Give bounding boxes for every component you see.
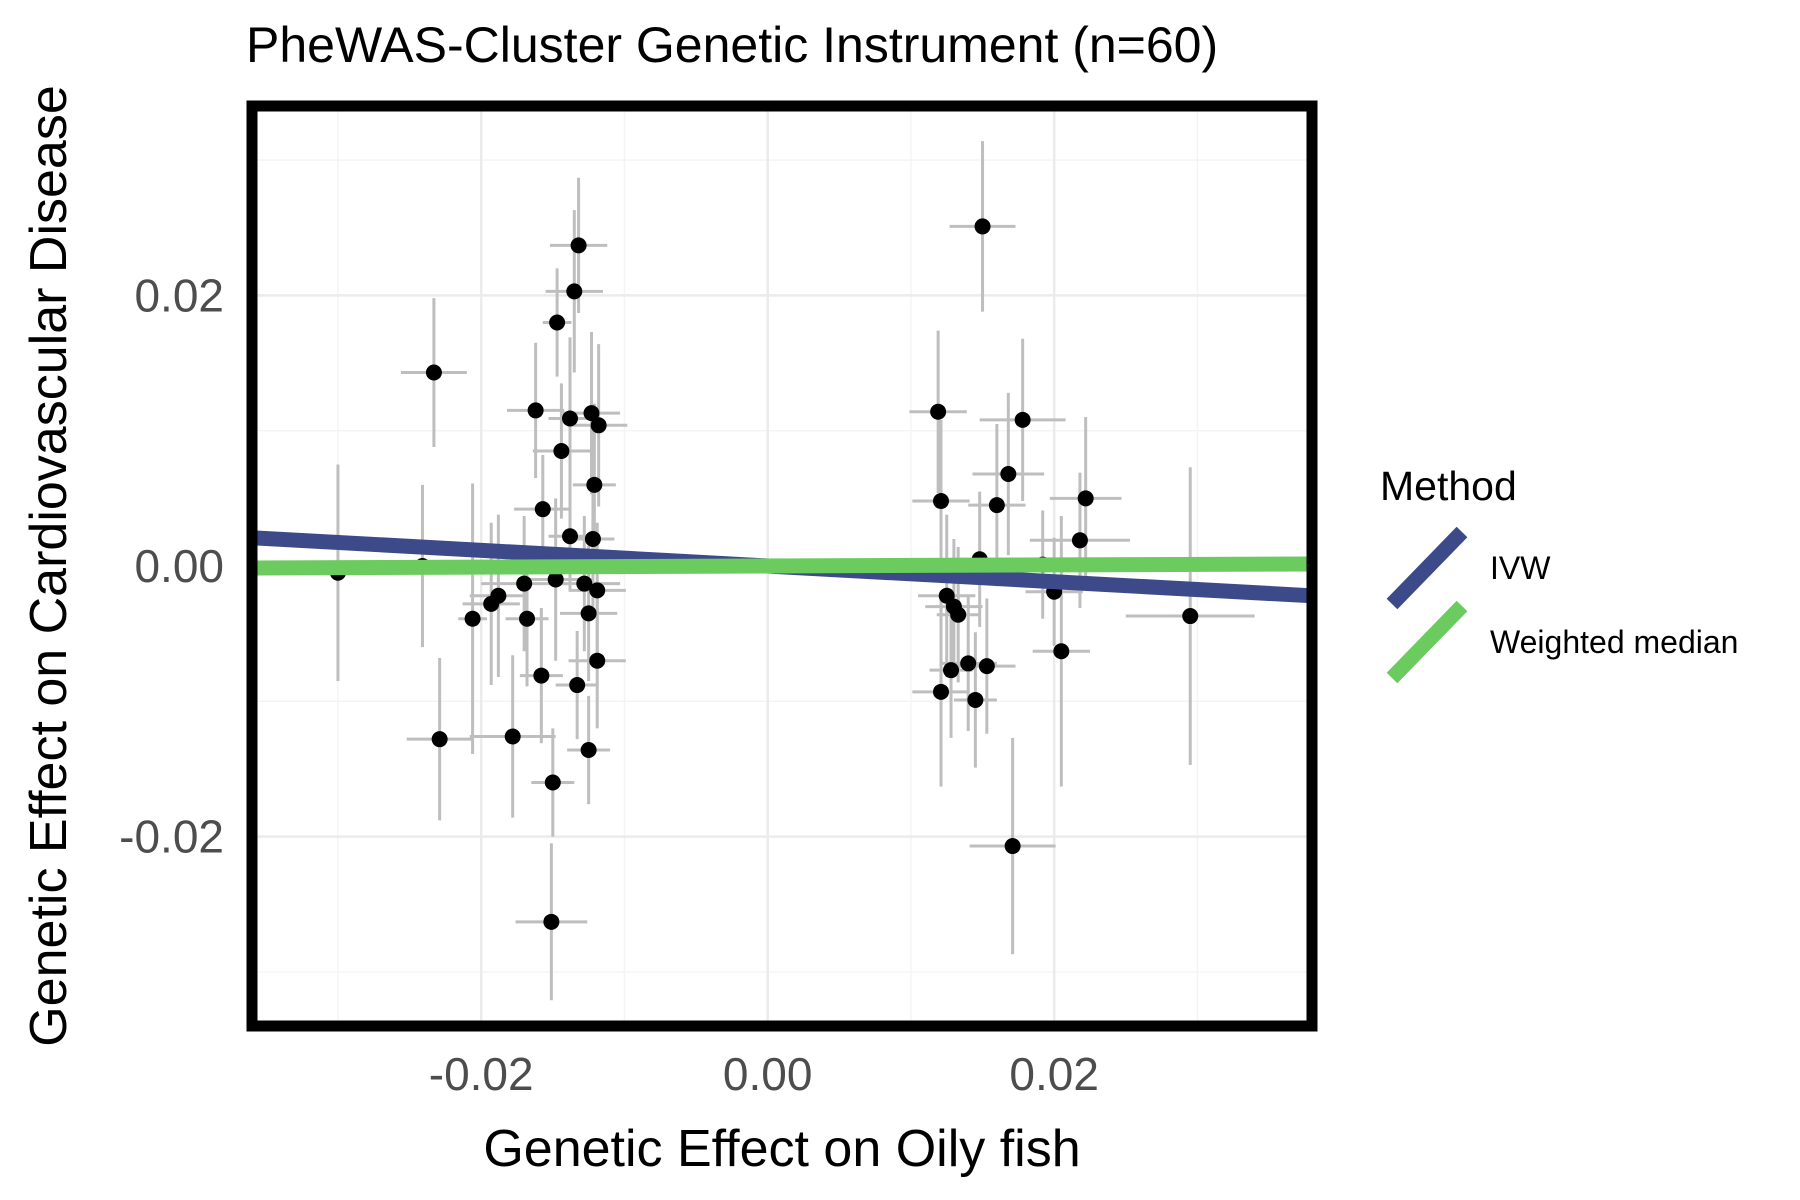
data-point <box>1071 532 1088 549</box>
data-point <box>943 662 960 679</box>
data-point <box>425 364 442 381</box>
legend-title: Method <box>1380 463 1517 509</box>
data-point <box>590 417 607 434</box>
data-point <box>543 913 560 930</box>
data-point <box>544 774 561 791</box>
y-axis-title: Genetic Effect on Cardiovascular Disease <box>20 85 78 1047</box>
data-point <box>490 587 507 604</box>
data-point <box>1053 643 1070 660</box>
data-point <box>516 575 533 592</box>
legend-label: Weighted median <box>1490 624 1738 660</box>
legend-key-weighted-median <box>1386 600 1468 684</box>
data-point <box>569 677 586 694</box>
y-tick-labels: -0.02 0.00 0.02 <box>119 269 224 862</box>
data-point <box>519 610 536 627</box>
data-point <box>583 405 600 422</box>
chart-title: PheWAS-Cluster Genetic Instrument (n=60) <box>246 17 1218 73</box>
data-point <box>978 658 995 675</box>
data-point <box>504 728 521 745</box>
data-point <box>589 582 606 599</box>
data-point <box>576 575 593 592</box>
data-point <box>974 218 991 235</box>
data-point <box>1000 466 1017 482</box>
x-tick-labels: -0.02 0.00 0.02 <box>429 1048 1099 1100</box>
x-axis-title: Genetic Effect on Oily fish <box>483 1120 1080 1178</box>
plot-border <box>246 100 1318 1032</box>
data-point <box>464 610 481 627</box>
data-point <box>933 683 949 700</box>
x-tick-label: 0.00 <box>723 1048 813 1100</box>
plot-panel <box>251 106 1313 1026</box>
data-point <box>431 731 448 748</box>
data-point <box>566 283 583 300</box>
data-point <box>933 493 949 510</box>
data-point <box>584 530 601 547</box>
data-point <box>580 605 597 622</box>
legend-key-ivw <box>1386 526 1468 610</box>
data-point <box>527 402 544 419</box>
data-point <box>1182 608 1199 625</box>
data-point <box>586 476 603 493</box>
fit-lines <box>251 530 1313 604</box>
data-points <box>329 218 1199 930</box>
data-point <box>562 528 578 545</box>
y-tick-label: 0.02 <box>134 269 224 321</box>
y-tick-label: -0.02 <box>119 811 224 863</box>
data-point <box>960 655 977 672</box>
data-point <box>580 742 597 758</box>
y-tick-label: 0.00 <box>134 540 224 592</box>
data-point <box>967 691 984 708</box>
data-point <box>589 652 606 669</box>
data-point <box>534 501 551 518</box>
data-point <box>553 443 570 459</box>
data-point <box>547 571 564 588</box>
data-point <box>1077 490 1094 507</box>
data-point <box>570 237 587 254</box>
data-point <box>988 497 1005 514</box>
data-point <box>930 403 947 420</box>
data-point <box>950 606 967 623</box>
data-point <box>562 410 578 427</box>
legend: Method IVW Weighted median <box>1380 463 1738 684</box>
data-point <box>1004 838 1021 855</box>
x-tick-label: -0.02 <box>429 1048 534 1100</box>
fit-line-weighted-median <box>251 556 1313 576</box>
data-point <box>549 314 566 331</box>
legend-label: IVW <box>1490 550 1551 586</box>
x-tick-label: 0.02 <box>1009 1048 1099 1100</box>
data-point <box>1014 411 1031 428</box>
data-point <box>533 667 550 684</box>
